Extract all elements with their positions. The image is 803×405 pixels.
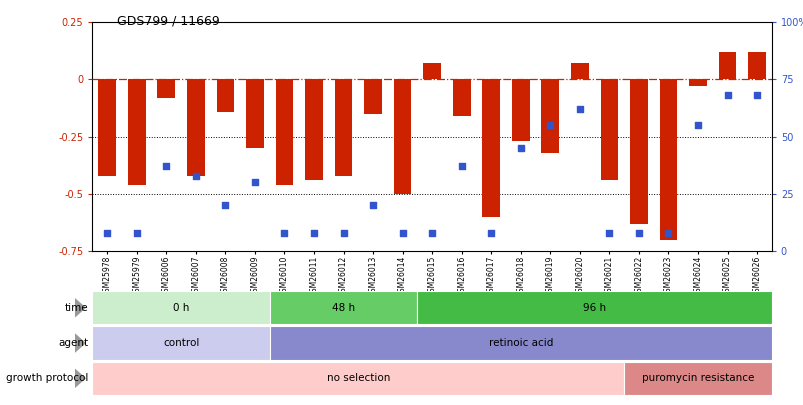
Point <box>100 230 113 236</box>
Bar <box>452 79 470 116</box>
Bar <box>246 79 263 148</box>
Polygon shape <box>75 298 86 318</box>
Bar <box>422 64 441 79</box>
Point <box>720 92 733 99</box>
Bar <box>157 79 175 98</box>
Bar <box>216 79 234 111</box>
Point <box>308 230 320 236</box>
Point <box>130 230 143 236</box>
Text: no selection: no selection <box>326 373 389 383</box>
Bar <box>600 79 618 180</box>
Bar <box>512 79 529 141</box>
Point <box>396 230 409 236</box>
Point <box>454 163 467 170</box>
Bar <box>658 79 676 240</box>
Text: 0 h: 0 h <box>173 303 189 313</box>
Bar <box>128 79 145 185</box>
Bar <box>688 79 706 86</box>
Polygon shape <box>75 368 86 388</box>
Bar <box>305 79 323 180</box>
Point <box>573 106 585 113</box>
Point <box>425 230 438 236</box>
Bar <box>748 52 765 79</box>
Point <box>691 122 703 128</box>
Bar <box>540 79 558 153</box>
Text: 96 h: 96 h <box>582 303 605 313</box>
Point <box>484 230 497 236</box>
Point <box>514 145 527 151</box>
Point <box>602 230 615 236</box>
Point <box>750 92 763 99</box>
Point <box>661 230 674 236</box>
Text: time: time <box>65 303 88 313</box>
Bar <box>275 79 293 185</box>
Bar <box>187 79 205 176</box>
Point <box>160 163 173 170</box>
Text: GDS799 / 11669: GDS799 / 11669 <box>116 14 219 27</box>
Text: 48 h: 48 h <box>332 303 355 313</box>
Point <box>632 230 645 236</box>
Text: puromycin resistance: puromycin resistance <box>641 373 753 383</box>
Bar <box>630 79 647 224</box>
Bar <box>570 64 588 79</box>
Bar <box>482 79 499 217</box>
Point <box>218 202 231 209</box>
Point <box>278 230 291 236</box>
Bar <box>718 52 736 79</box>
Point <box>190 173 202 179</box>
Bar <box>364 79 381 114</box>
Text: retinoic acid: retinoic acid <box>488 338 552 348</box>
Text: growth protocol: growth protocol <box>6 373 88 383</box>
Polygon shape <box>75 333 86 353</box>
Point <box>248 179 261 185</box>
Point <box>543 122 556 128</box>
Text: agent: agent <box>59 338 88 348</box>
Bar <box>393 79 411 194</box>
Point <box>336 230 349 236</box>
Text: control: control <box>163 338 199 348</box>
Point <box>366 202 379 209</box>
Bar <box>334 79 352 176</box>
Bar <box>98 79 116 176</box>
